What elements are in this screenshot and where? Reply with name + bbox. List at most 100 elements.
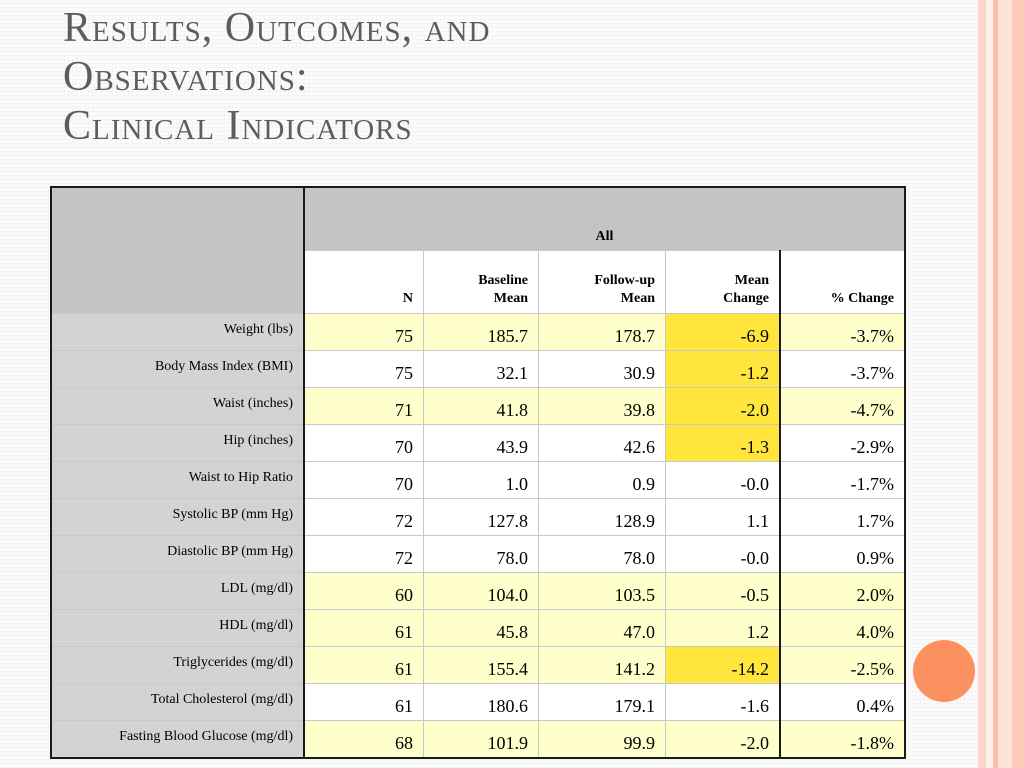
cell-pct-change: -3.7%	[779, 313, 906, 351]
title-line: Results, Outcomes, and	[63, 5, 491, 51]
header-blank-cell	[50, 186, 305, 251]
row-label: Weight (lbs)	[50, 313, 305, 351]
cell-baseline-mean: 127.8	[423, 498, 539, 536]
cell-baseline-mean: 180.6	[423, 683, 539, 721]
cell-mean-change: -14.2	[665, 646, 781, 684]
table-row: Weight (lbs) 75 185.7 178.7 -6.9 -3.7%	[50, 313, 906, 351]
decor-stripe	[1012, 0, 1024, 768]
row-label: Systolic BP (mm Hg)	[50, 498, 305, 536]
header-blank-cell	[50, 250, 305, 314]
cell-pct-change: -2.9%	[779, 424, 906, 462]
cell-mean-change: -2.0	[665, 387, 781, 425]
table-row: Waist to Hip Ratio 70 1.0 0.9 -0.0 -1.7%	[50, 461, 906, 499]
cell-followup-mean: 39.8	[538, 387, 666, 425]
cell-baseline-mean: 45.8	[423, 609, 539, 647]
column-header-followup-mean: Follow-up Mean	[538, 250, 666, 314]
cell-followup-mean: 179.1	[538, 683, 666, 721]
table-body: Weight (lbs) 75 185.7 178.7 -6.9 -3.7% Body Ma…	[50, 313, 906, 759]
cell-pct-change: 4.0%	[779, 609, 906, 647]
table-row: Body Mass Index (BMI) 75 32.1 30.9 -1.2 -3.7%	[50, 350, 906, 388]
row-label: Body Mass Index (BMI)	[50, 350, 305, 388]
cell-followup-mean: 141.2	[538, 646, 666, 684]
accent-circle	[913, 640, 975, 702]
cell-n: 71	[303, 387, 424, 425]
cell-pct-change: -1.7%	[779, 461, 906, 499]
row-label: LDL (mg/dl)	[50, 572, 305, 610]
table-row: Waist (inches) 71 41.8 39.8 -2.0 -4.7%	[50, 387, 906, 425]
cell-mean-change: -1.2	[665, 350, 781, 388]
table-row: Total Cholesterol (mg/dl) 61 180.6 179.1 -1.…	[50, 683, 906, 721]
decor-stripe	[993, 0, 998, 768]
cell-n: 61	[303, 683, 424, 721]
table-row: LDL (mg/dl) 60 104.0 103.5 -0.5 2.0%	[50, 572, 906, 610]
cell-mean-change: -6.9	[665, 313, 781, 351]
cell-mean-change: -1.3	[665, 424, 781, 462]
table-row: Triglycerides (mg/dl) 61 155.4 141.2 -14.2 -2…	[50, 646, 906, 684]
cell-mean-change: 1.1	[665, 498, 781, 536]
row-label: Total Cholesterol (mg/dl)	[50, 683, 305, 721]
title-line: Observations:	[63, 54, 309, 100]
cell-pct-change: -4.7%	[779, 387, 906, 425]
group-header-row: All	[50, 186, 906, 251]
cell-pct-change: 0.4%	[779, 683, 906, 721]
row-label: Fasting Blood Glucose (mg/dl)	[50, 720, 305, 759]
cell-followup-mean: 78.0	[538, 535, 666, 573]
cell-followup-mean: 128.9	[538, 498, 666, 536]
title-line: Clinical Indicators	[63, 103, 413, 149]
cell-followup-mean: 47.0	[538, 609, 666, 647]
cell-baseline-mean: 1.0	[423, 461, 539, 499]
table-row: Systolic BP (mm Hg) 72 127.8 128.9 1.1 1.7%	[50, 498, 906, 536]
cell-pct-change: 1.7%	[779, 498, 906, 536]
column-header-line2: N	[402, 291, 413, 306]
cell-baseline-mean: 78.0	[423, 535, 539, 573]
column-header-mean-change: Mean Change	[665, 250, 781, 314]
table-row: Hip (inches) 70 43.9 42.6 -1.3 -2.9%	[50, 424, 906, 462]
cell-followup-mean: 103.5	[538, 572, 666, 610]
cell-n: 60	[303, 572, 424, 610]
column-header-row: N Baseline Mean Follow-up Mean Mean Chan…	[50, 250, 906, 314]
cell-baseline-mean: 185.7	[423, 313, 539, 351]
cell-mean-change: -2.0	[665, 720, 781, 759]
row-label: HDL (mg/dl)	[50, 609, 305, 647]
cell-n: 72	[303, 535, 424, 573]
cell-mean-change: 1.2	[665, 609, 781, 647]
table-row: HDL (mg/dl) 61 45.8 47.0 1.2 4.0%	[50, 609, 906, 647]
cell-n: 68	[303, 720, 424, 759]
column-header-line2: Change	[723, 291, 769, 306]
column-header-n: N	[303, 250, 424, 314]
cell-pct-change: -2.5%	[779, 646, 906, 684]
column-header-pct-change: % Change	[779, 250, 906, 314]
cell-mean-change: -1.6	[665, 683, 781, 721]
decor-stripe	[986, 0, 993, 768]
row-label: Waist to Hip Ratio	[50, 461, 305, 499]
row-label: Diastolic BP (mm Hg)	[50, 535, 305, 573]
row-label: Hip (inches)	[50, 424, 305, 462]
cell-pct-change: 2.0%	[779, 572, 906, 610]
cell-n: 70	[303, 461, 424, 499]
cell-baseline-mean: 101.9	[423, 720, 539, 759]
column-header-line2: Mean	[493, 291, 528, 306]
cell-baseline-mean: 41.8	[423, 387, 539, 425]
decor-stripe	[998, 0, 1012, 768]
column-header-line1: Mean	[734, 273, 769, 288]
table-row: Fasting Blood Glucose (mg/dl) 68 101.9 99.9…	[50, 720, 906, 759]
clinical-indicators-table: All N Baseline Mean Follow-up Mean Mean …	[50, 186, 906, 759]
row-label: Triglycerides (mg/dl)	[50, 646, 305, 684]
cell-n: 75	[303, 313, 424, 351]
slide-title: Results, Outcomes, and Observations: Cli…	[63, 4, 943, 151]
cell-followup-mean: 42.6	[538, 424, 666, 462]
table-row: Diastolic BP (mm Hg) 72 78.0 78.0 -0.0 0.9%	[50, 535, 906, 573]
cell-n: 70	[303, 424, 424, 462]
cell-followup-mean: 178.7	[538, 313, 666, 351]
cell-baseline-mean: 43.9	[423, 424, 539, 462]
column-header-line1: Baseline	[478, 273, 528, 288]
cell-followup-mean: 0.9	[538, 461, 666, 499]
cell-n: 61	[303, 646, 424, 684]
cell-pct-change: -3.7%	[779, 350, 906, 388]
column-header-line2: Mean	[620, 291, 655, 306]
cell-n: 61	[303, 609, 424, 647]
column-header-line1: Follow-up	[594, 273, 655, 288]
column-header-line2: % Change	[830, 291, 894, 306]
row-label: Waist (inches)	[50, 387, 305, 425]
cell-followup-mean: 30.9	[538, 350, 666, 388]
